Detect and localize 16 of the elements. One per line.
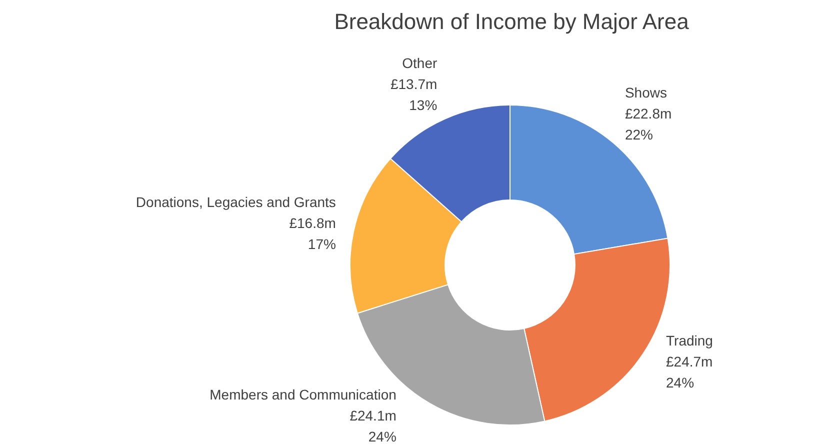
data-label: £22.8m	[624, 106, 672, 122]
slice-label: Donations, Legacies and Grants	[136, 194, 336, 210]
data-label: £24.7m	[666, 354, 713, 370]
slice-label: Shows	[624, 84, 667, 101]
text: 13%	[409, 97, 438, 114]
data-label: £16.8m	[289, 214, 336, 231]
text: 24%	[368, 428, 396, 445]
slice-label: Members and Communication	[210, 386, 396, 403]
slice-label: Trading	[666, 332, 713, 349]
data-label: £24.1m	[350, 408, 396, 424]
data-label: £13.7m	[390, 76, 438, 92]
slice-label: Other	[402, 55, 438, 72]
chart-title: Breakdown of Income by Major Area	[334, 9, 690, 34]
text: 24%	[666, 374, 694, 391]
text: 17%	[308, 236, 336, 252]
text: 22%	[624, 126, 653, 143]
